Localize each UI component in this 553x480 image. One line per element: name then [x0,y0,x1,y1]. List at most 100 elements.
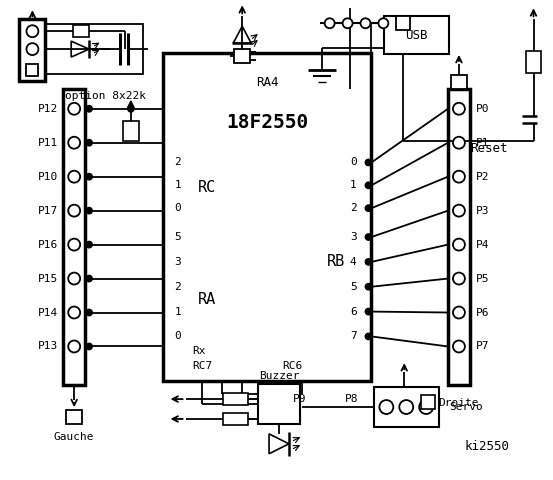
Circle shape [366,284,372,290]
Text: Gauche: Gauche [54,432,95,442]
Text: 0: 0 [175,203,181,213]
Text: Rx: Rx [192,347,206,356]
Circle shape [453,171,465,183]
Text: ki2550: ki2550 [465,440,509,453]
Text: P0: P0 [476,104,489,114]
Text: P15: P15 [38,274,58,284]
Circle shape [366,309,372,314]
Bar [123,120,139,141]
Circle shape [86,310,92,315]
Circle shape [86,276,92,282]
Text: P1: P1 [476,138,489,148]
Bar [421,395,435,409]
Text: P14: P14 [38,308,58,317]
Bar [448,89,470,385]
Circle shape [325,18,335,28]
Bar [223,413,248,425]
Circle shape [86,344,92,349]
Bar [19,19,45,81]
Bar [258,384,300,424]
Text: RA: RA [197,292,216,307]
Text: P12: P12 [38,104,58,114]
Bar [163,53,372,381]
Text: RB: RB [327,254,345,269]
Text: 4: 4 [350,257,357,267]
Circle shape [453,273,465,285]
Bar [43,24,143,74]
Circle shape [68,273,80,285]
Bar [223,393,248,405]
Circle shape [399,400,413,414]
Circle shape [68,239,80,251]
Bar [451,75,467,89]
Text: Buzzer: Buzzer [259,371,299,381]
Circle shape [27,25,38,37]
Text: 18F2550: 18F2550 [226,113,308,132]
Text: RC: RC [197,180,216,195]
Text: P11: P11 [38,138,58,148]
Text: USB: USB [405,29,428,42]
Bar [397,16,410,30]
Circle shape [86,106,92,112]
Bar [525,51,541,73]
Circle shape [378,18,388,28]
Text: P8: P8 [345,394,358,404]
Bar [66,410,82,424]
Circle shape [379,400,393,414]
Circle shape [68,204,80,216]
Text: 1: 1 [175,180,181,190]
Circle shape [366,159,372,166]
Circle shape [68,171,80,183]
Bar [234,49,250,63]
Text: 1: 1 [350,180,357,190]
Circle shape [68,307,80,318]
Circle shape [86,174,92,180]
Text: P3: P3 [476,205,489,216]
Text: P17: P17 [38,205,58,216]
Circle shape [128,106,134,112]
Circle shape [453,307,465,318]
Text: Servo: Servo [449,402,483,412]
Circle shape [419,400,433,414]
Circle shape [366,234,372,240]
Circle shape [453,340,465,352]
Circle shape [366,259,372,265]
Circle shape [86,208,92,214]
Text: 6: 6 [350,307,357,317]
Text: P4: P4 [476,240,489,250]
Text: Reset: Reset [470,142,508,155]
Circle shape [27,43,38,55]
Circle shape [366,334,372,339]
Circle shape [453,137,465,149]
Text: 1: 1 [175,307,181,317]
Circle shape [453,239,465,251]
Text: RC7: RC7 [192,361,213,371]
Text: P10: P10 [38,172,58,182]
Circle shape [68,340,80,352]
Text: 3: 3 [175,257,181,267]
Text: RC6: RC6 [282,361,302,371]
Circle shape [343,18,353,28]
Text: P5: P5 [476,274,489,284]
Circle shape [366,205,372,211]
Text: P2: P2 [476,172,489,182]
Text: P9: P9 [293,394,306,404]
Text: 0: 0 [175,331,181,341]
Bar [63,89,85,385]
Circle shape [453,204,465,216]
Bar [27,64,38,76]
Text: 0: 0 [350,157,357,168]
Bar [384,16,449,54]
Text: 5: 5 [175,232,181,242]
Circle shape [68,103,80,115]
Bar [374,387,439,427]
Text: 3: 3 [350,232,357,242]
Text: P6: P6 [476,308,489,317]
Text: 2: 2 [175,282,181,292]
Text: Droite: Droite [439,398,479,408]
Text: 2: 2 [350,203,357,213]
Text: 5: 5 [350,282,357,292]
Circle shape [361,18,371,28]
Text: P13: P13 [38,341,58,351]
Circle shape [68,137,80,149]
